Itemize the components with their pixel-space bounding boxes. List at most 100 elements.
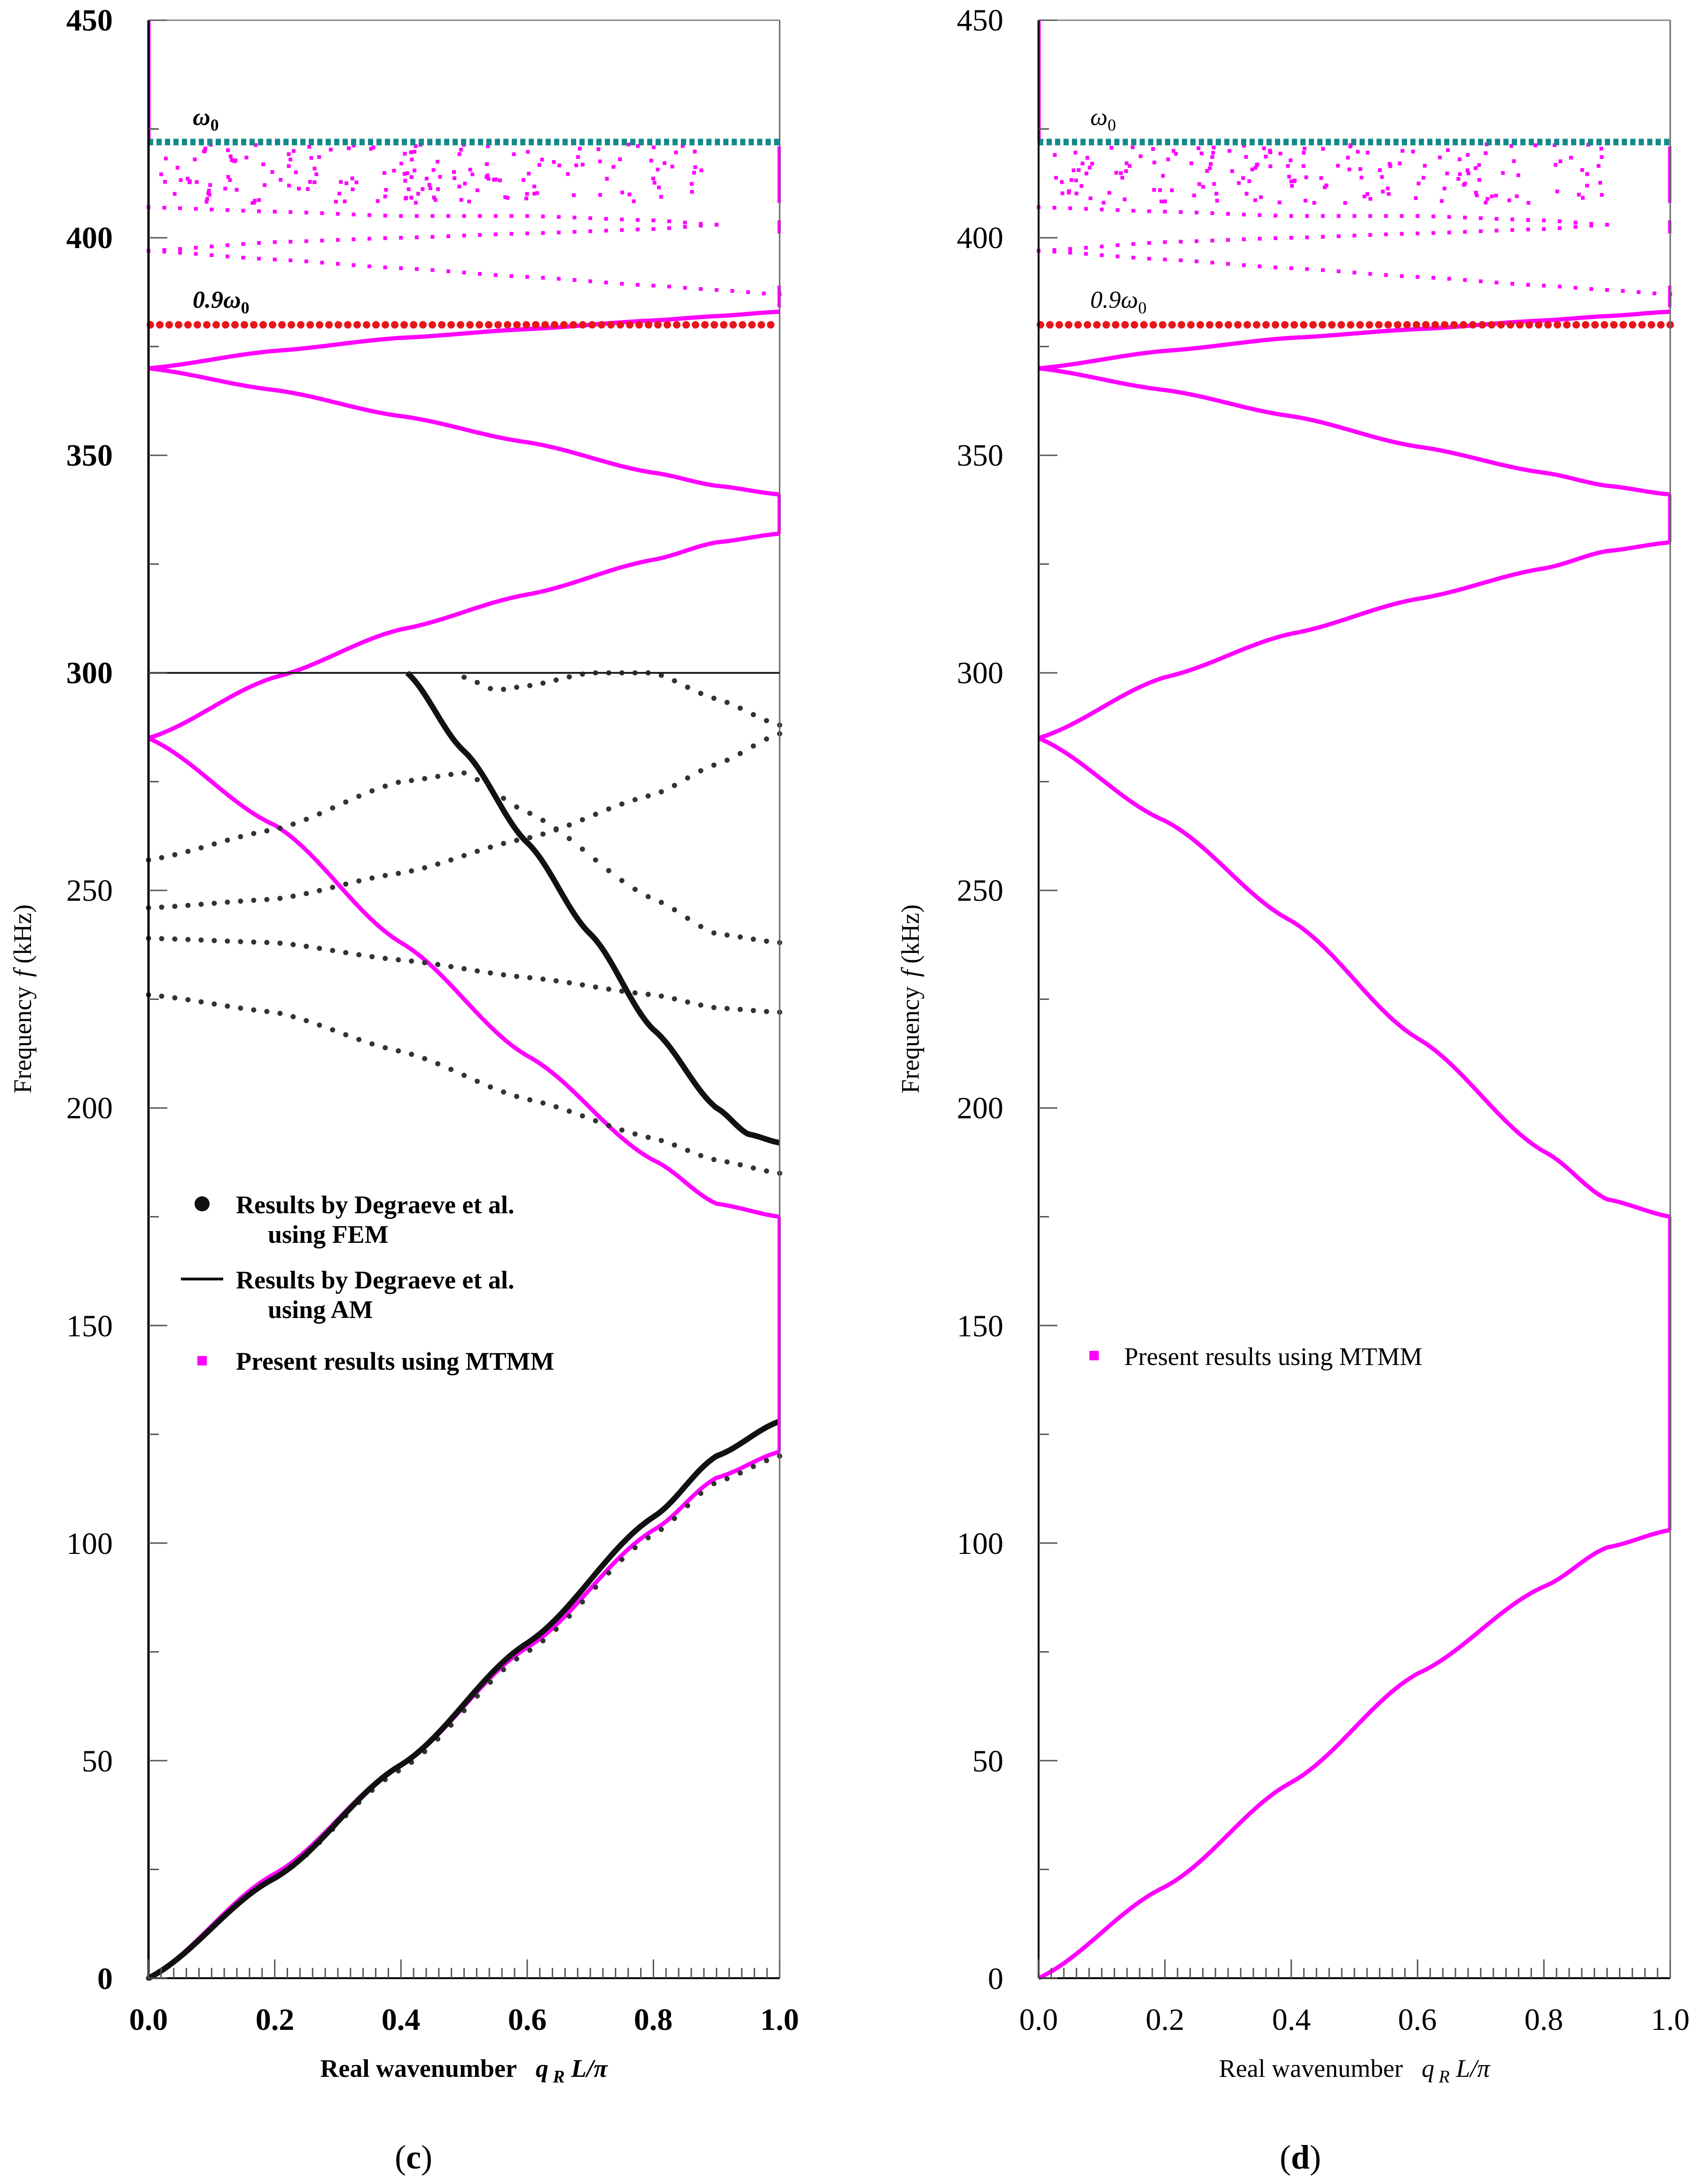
mtmm-point: [347, 146, 351, 150]
reference-dot: [222, 321, 229, 329]
fem-point: [409, 778, 414, 783]
mtmm-point: [1242, 144, 1246, 148]
fem-point: [317, 945, 322, 951]
fem-point: [698, 768, 704, 773]
fem-point: [225, 837, 230, 843]
mtmm-point: [178, 250, 182, 255]
mtmm-point: [1510, 228, 1514, 232]
reference-dot: [1300, 321, 1307, 329]
mtmm-point: [1125, 161, 1129, 165]
fem-point: [500, 1667, 506, 1672]
fem-point: [448, 857, 454, 863]
fem-point: [579, 1599, 585, 1605]
reference-dot: [1319, 321, 1326, 329]
mtmm-point: [1152, 188, 1156, 192]
fem-point: [553, 1626, 559, 1632]
reference-dot: [1347, 321, 1354, 329]
reference-dot: [551, 321, 558, 329]
mtmm-point: [1580, 168, 1584, 172]
reference-dot: [1103, 321, 1110, 329]
reference-dot: [335, 321, 342, 329]
fem-point: [474, 968, 480, 974]
reference-dot: [1393, 139, 1399, 146]
mtmm-point: [1102, 201, 1106, 205]
mtmm-point: [1343, 201, 1347, 205]
mtmm-point: [667, 226, 671, 230]
reference-dot: [1165, 139, 1170, 146]
fem-point: [264, 1009, 270, 1014]
mtmm-point: [1116, 208, 1119, 212]
fem-point: [461, 674, 467, 680]
reference-dot: [259, 321, 267, 329]
mtmm-point: [1378, 168, 1382, 172]
mtmm-point: [383, 195, 387, 199]
reference-dot: [1292, 139, 1297, 146]
mtmm-point: [1442, 187, 1447, 191]
panel-c: 0 50 100 150 200 250 300 350 400 450 0.0…: [8, 3, 799, 2176]
legend-mtmm-label: Present results using MTMM: [1124, 1342, 1423, 1371]
mtmm-point: [287, 183, 291, 187]
mtmm-point: [1241, 176, 1245, 180]
reference-dot: [1384, 321, 1392, 329]
mtmm-scattered-points: [159, 142, 704, 205]
panel-d-x-tick-label: 0.8: [1525, 2003, 1564, 2037]
fem-point: [409, 1052, 414, 1057]
fem-point: [474, 1693, 480, 1699]
mtmm-point: [1210, 211, 1214, 215]
mtmm-point: [1346, 156, 1350, 160]
mtmm-point: [598, 193, 602, 197]
reference-dot: [1453, 139, 1458, 146]
mtmm-point: [680, 144, 685, 148]
reference-dot: [1529, 139, 1534, 146]
fem-point: [632, 1131, 638, 1137]
fem-point: [698, 1490, 704, 1496]
reference-dot: [288, 321, 295, 329]
mtmm-point: [1366, 150, 1370, 155]
reference-dot: [1544, 321, 1552, 329]
reference-dot: [1657, 321, 1665, 329]
reference-dot: [1216, 139, 1221, 146]
reference-dot: [1488, 321, 1495, 329]
mtmm-point: [683, 286, 687, 290]
series-mtmm-band-3: [148, 531, 780, 741]
mtmm-point: [525, 192, 529, 196]
mtmm-point: [162, 248, 166, 252]
fem-point: [593, 1118, 598, 1123]
mtmm-point: [1119, 171, 1123, 175]
mtmm-point: [409, 175, 414, 179]
reference-dot: [1537, 139, 1542, 146]
mtmm-point: [1486, 197, 1490, 201]
mtmm-point: [446, 214, 450, 218]
mtmm-point: [1070, 178, 1074, 182]
mtmm-point: [1589, 287, 1593, 291]
mtmm-point: [1170, 188, 1174, 192]
reference-dot: [1206, 321, 1213, 329]
fem-point: [645, 1535, 651, 1541]
reference-dot: [486, 139, 492, 146]
reference-dot: [478, 139, 483, 146]
mtmm-point: [226, 175, 230, 179]
mtmm-point: [405, 171, 409, 175]
mtmm-point: [232, 159, 236, 164]
fem-point: [383, 956, 388, 961]
fem-point: [658, 672, 664, 678]
mtmm-point: [1074, 179, 1078, 183]
fem-point: [304, 891, 309, 897]
fem-point: [711, 695, 717, 701]
reference-dot: [1334, 139, 1339, 146]
reference-dot: [1516, 321, 1524, 329]
series-mtmm-band-1: [1038, 1528, 1671, 1981]
mtmm-point: [1071, 168, 1076, 172]
reference-dot: [1478, 139, 1483, 146]
mtmm-point: [618, 157, 622, 162]
fem-point: [527, 1647, 532, 1653]
mtmm-curve: [148, 366, 780, 497]
panel-d-y-tick-label: 150: [957, 1309, 1003, 1343]
reference-dot: [681, 139, 686, 146]
panel-c-marks: [146, 20, 782, 1981]
fem-point: [606, 868, 611, 874]
fem-point: [606, 986, 611, 992]
panel-d-y-tick-label: 350: [957, 438, 1003, 473]
reference-dot: [376, 139, 382, 146]
mtmm-point: [498, 178, 502, 182]
